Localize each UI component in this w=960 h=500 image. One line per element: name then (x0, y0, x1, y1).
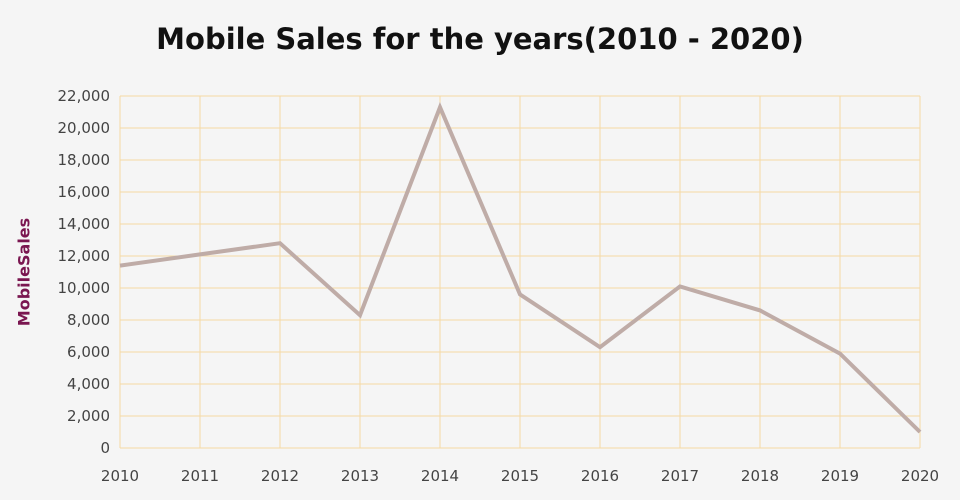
y-tick-label: 22,000 (58, 87, 111, 105)
series-layer (119, 101, 922, 434)
y-axis-ticks: 0 2,000 4,000 6,000 8,000 10,000 12,000 14,000 1… (58, 87, 111, 457)
x-tick-label: 2017 (661, 467, 699, 485)
y-tick-label: 20,000 (58, 119, 111, 137)
x-tick-label: 2014 (421, 467, 459, 485)
x-tick-label: 2018 (741, 467, 779, 485)
x-axis-ticks: 2010 2011 2012 2013 2014 2015 2016 2017 2018 2019… (101, 467, 939, 485)
x-tick-label: 2012 (261, 467, 299, 485)
y-tick-label: 12,000 (58, 247, 111, 265)
y-tick-label: 0 (100, 439, 110, 457)
y-tick-label: 18,000 (58, 151, 111, 169)
y-tick-label: 10,000 (58, 279, 111, 297)
x-tick-label: 2011 (181, 467, 219, 485)
x-tick-label: 2015 (501, 467, 539, 485)
y-tick-label: 16,000 (58, 183, 111, 201)
x-tick-label: 2019 (821, 467, 859, 485)
x-tick-label: 2016 (581, 467, 619, 485)
grid-lines (119, 95, 921, 449)
x-tick-label: 2013 (341, 467, 379, 485)
y-tick-label: 14,000 (58, 215, 111, 233)
x-tick-label: 2010 (101, 467, 139, 485)
y-tick-label: 4,000 (67, 375, 110, 393)
y-tick-label: 2,000 (67, 407, 110, 425)
chart-title: Mobile Sales for the years(2010 - 2020) (156, 22, 804, 56)
x-tick-label: 2020 (901, 467, 939, 485)
y-tick-label: 8,000 (67, 311, 110, 329)
y-tick-label: 6,000 (67, 343, 110, 361)
